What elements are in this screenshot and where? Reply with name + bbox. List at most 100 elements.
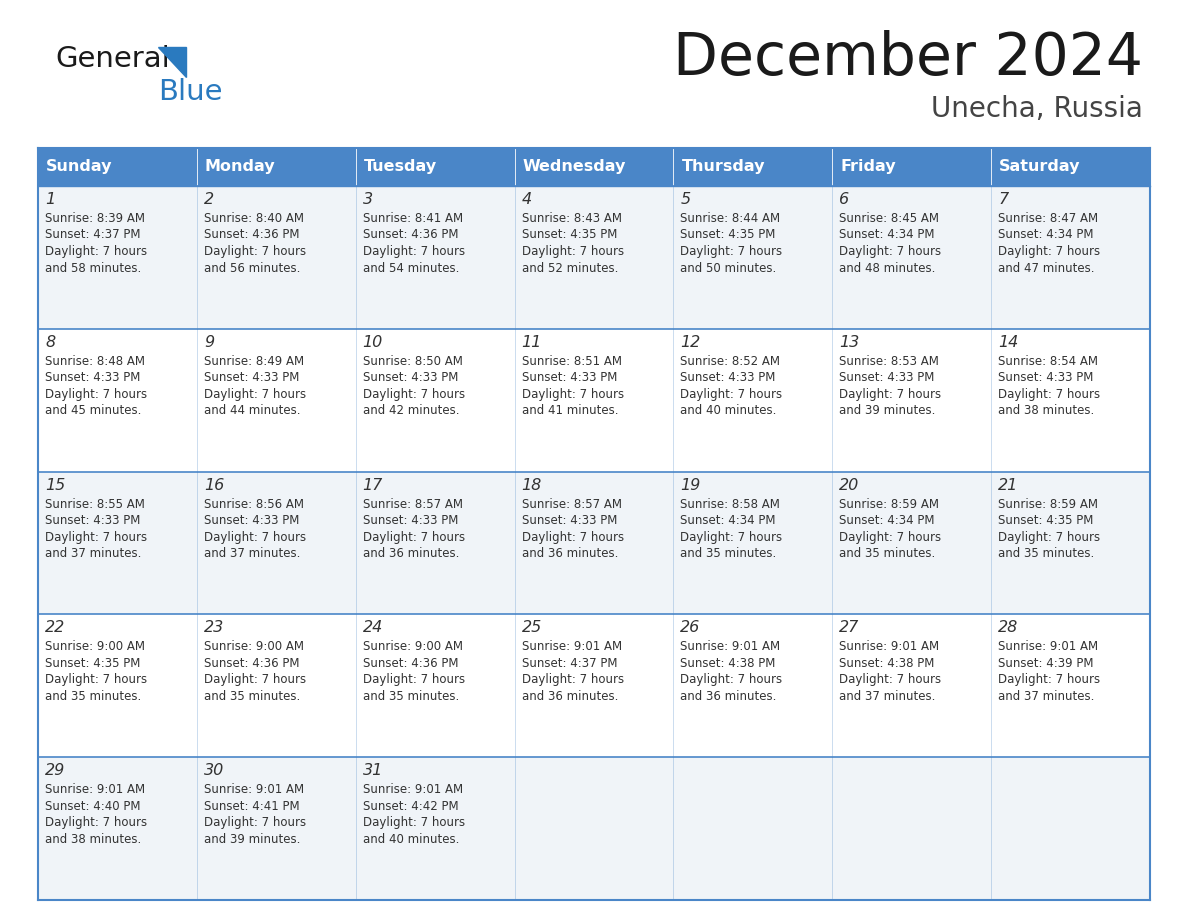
Text: Friday: Friday (840, 160, 896, 174)
Text: 4: 4 (522, 192, 532, 207)
Text: Sunset: 4:33 PM: Sunset: 4:33 PM (522, 514, 617, 527)
Text: Blue: Blue (158, 78, 222, 106)
Text: Sunrise: 8:52 AM: Sunrise: 8:52 AM (681, 354, 781, 368)
Text: Monday: Monday (204, 160, 276, 174)
Text: and 41 minutes.: and 41 minutes. (522, 404, 618, 418)
Text: Tuesday: Tuesday (364, 160, 437, 174)
Bar (355, 472, 514, 614)
Text: Sunset: 4:40 PM: Sunset: 4:40 PM (45, 800, 140, 812)
Bar (38, 148, 197, 186)
Text: 1: 1 (45, 192, 55, 207)
Text: 5: 5 (681, 192, 690, 207)
Bar (833, 614, 991, 757)
Bar (514, 472, 674, 614)
Text: 9: 9 (204, 335, 214, 350)
Text: and 35 minutes.: and 35 minutes. (45, 690, 141, 703)
Bar (514, 757, 674, 900)
Text: Sunset: 4:36 PM: Sunset: 4:36 PM (362, 657, 459, 670)
Text: 27: 27 (839, 621, 860, 635)
Text: Sunset: 4:33 PM: Sunset: 4:33 PM (45, 371, 140, 385)
Text: General: General (55, 45, 170, 73)
Bar (38, 757, 197, 900)
Text: 26: 26 (681, 621, 701, 635)
Text: Sunset: 4:33 PM: Sunset: 4:33 PM (998, 371, 1093, 385)
Text: Sunset: 4:33 PM: Sunset: 4:33 PM (681, 371, 776, 385)
Text: Daylight: 7 hours: Daylight: 7 hours (362, 674, 465, 687)
Bar (674, 148, 833, 186)
Text: Sunrise: 8:50 AM: Sunrise: 8:50 AM (362, 354, 462, 368)
Text: Sunset: 4:34 PM: Sunset: 4:34 PM (681, 514, 776, 527)
Text: 8: 8 (45, 335, 55, 350)
Text: Sunrise: 8:49 AM: Sunrise: 8:49 AM (204, 354, 304, 368)
Bar (514, 614, 674, 757)
Bar (514, 186, 674, 329)
Text: Sunset: 4:39 PM: Sunset: 4:39 PM (998, 657, 1094, 670)
Bar (355, 757, 514, 900)
Text: Daylight: 7 hours: Daylight: 7 hours (839, 387, 941, 401)
Text: Daylight: 7 hours: Daylight: 7 hours (362, 531, 465, 543)
Text: Daylight: 7 hours: Daylight: 7 hours (839, 245, 941, 258)
Text: Daylight: 7 hours: Daylight: 7 hours (839, 674, 941, 687)
Text: Daylight: 7 hours: Daylight: 7 hours (681, 387, 783, 401)
Text: 20: 20 (839, 477, 860, 493)
Bar (991, 186, 1150, 329)
Bar (197, 148, 355, 186)
Bar (197, 472, 355, 614)
Text: Sunrise: 8:44 AM: Sunrise: 8:44 AM (681, 212, 781, 225)
Text: Daylight: 7 hours: Daylight: 7 hours (362, 816, 465, 829)
Text: Sunrise: 8:51 AM: Sunrise: 8:51 AM (522, 354, 621, 368)
Bar (514, 329, 674, 472)
Text: Daylight: 7 hours: Daylight: 7 hours (204, 245, 307, 258)
Bar (38, 472, 197, 614)
Text: and 40 minutes.: and 40 minutes. (362, 833, 459, 845)
Bar (991, 757, 1150, 900)
Text: Daylight: 7 hours: Daylight: 7 hours (45, 816, 147, 829)
Text: Sunset: 4:35 PM: Sunset: 4:35 PM (45, 657, 140, 670)
Text: Sunrise: 8:59 AM: Sunrise: 8:59 AM (839, 498, 940, 510)
Text: Sunday: Sunday (46, 160, 113, 174)
Text: Daylight: 7 hours: Daylight: 7 hours (681, 245, 783, 258)
Text: Daylight: 7 hours: Daylight: 7 hours (681, 674, 783, 687)
Text: Sunset: 4:37 PM: Sunset: 4:37 PM (45, 229, 140, 241)
Text: and 37 minutes.: and 37 minutes. (839, 690, 936, 703)
Text: and 39 minutes.: and 39 minutes. (839, 404, 936, 418)
Text: and 35 minutes.: and 35 minutes. (839, 547, 935, 560)
Text: 22: 22 (45, 621, 65, 635)
Text: Sunrise: 8:45 AM: Sunrise: 8:45 AM (839, 212, 940, 225)
Text: and 36 minutes.: and 36 minutes. (522, 690, 618, 703)
Text: Sunset: 4:35 PM: Sunset: 4:35 PM (998, 514, 1093, 527)
Text: 31: 31 (362, 763, 383, 778)
Text: Sunrise: 8:43 AM: Sunrise: 8:43 AM (522, 212, 621, 225)
Bar (991, 472, 1150, 614)
Text: Daylight: 7 hours: Daylight: 7 hours (522, 674, 624, 687)
Bar (38, 186, 197, 329)
Bar (674, 614, 833, 757)
Text: and 38 minutes.: and 38 minutes. (45, 833, 141, 845)
Text: Sunset: 4:34 PM: Sunset: 4:34 PM (839, 514, 935, 527)
Text: Sunrise: 9:00 AM: Sunrise: 9:00 AM (362, 641, 462, 654)
Text: Sunset: 4:33 PM: Sunset: 4:33 PM (204, 371, 299, 385)
Text: 11: 11 (522, 335, 542, 350)
Text: Sunset: 4:33 PM: Sunset: 4:33 PM (839, 371, 935, 385)
Text: Sunrise: 9:01 AM: Sunrise: 9:01 AM (522, 641, 621, 654)
Text: Thursday: Thursday (682, 160, 765, 174)
Text: Daylight: 7 hours: Daylight: 7 hours (204, 531, 307, 543)
Text: Daylight: 7 hours: Daylight: 7 hours (362, 387, 465, 401)
Text: and 39 minutes.: and 39 minutes. (204, 833, 301, 845)
Bar (514, 148, 674, 186)
Text: Sunset: 4:38 PM: Sunset: 4:38 PM (839, 657, 935, 670)
Text: Sunrise: 8:40 AM: Sunrise: 8:40 AM (204, 212, 304, 225)
Text: and 35 minutes.: and 35 minutes. (681, 547, 777, 560)
Text: and 56 minutes.: and 56 minutes. (204, 262, 301, 274)
Text: 17: 17 (362, 477, 383, 493)
Text: Sunrise: 9:01 AM: Sunrise: 9:01 AM (998, 641, 1098, 654)
Text: Sunrise: 9:00 AM: Sunrise: 9:00 AM (45, 641, 145, 654)
Text: Sunrise: 8:58 AM: Sunrise: 8:58 AM (681, 498, 781, 510)
Text: and 36 minutes.: and 36 minutes. (681, 690, 777, 703)
Text: Daylight: 7 hours: Daylight: 7 hours (681, 531, 783, 543)
Text: Sunrise: 8:53 AM: Sunrise: 8:53 AM (839, 354, 940, 368)
Text: December 2024: December 2024 (672, 30, 1143, 87)
Text: Sunrise: 8:56 AM: Sunrise: 8:56 AM (204, 498, 304, 510)
Text: 2: 2 (204, 192, 214, 207)
Bar (833, 757, 991, 900)
